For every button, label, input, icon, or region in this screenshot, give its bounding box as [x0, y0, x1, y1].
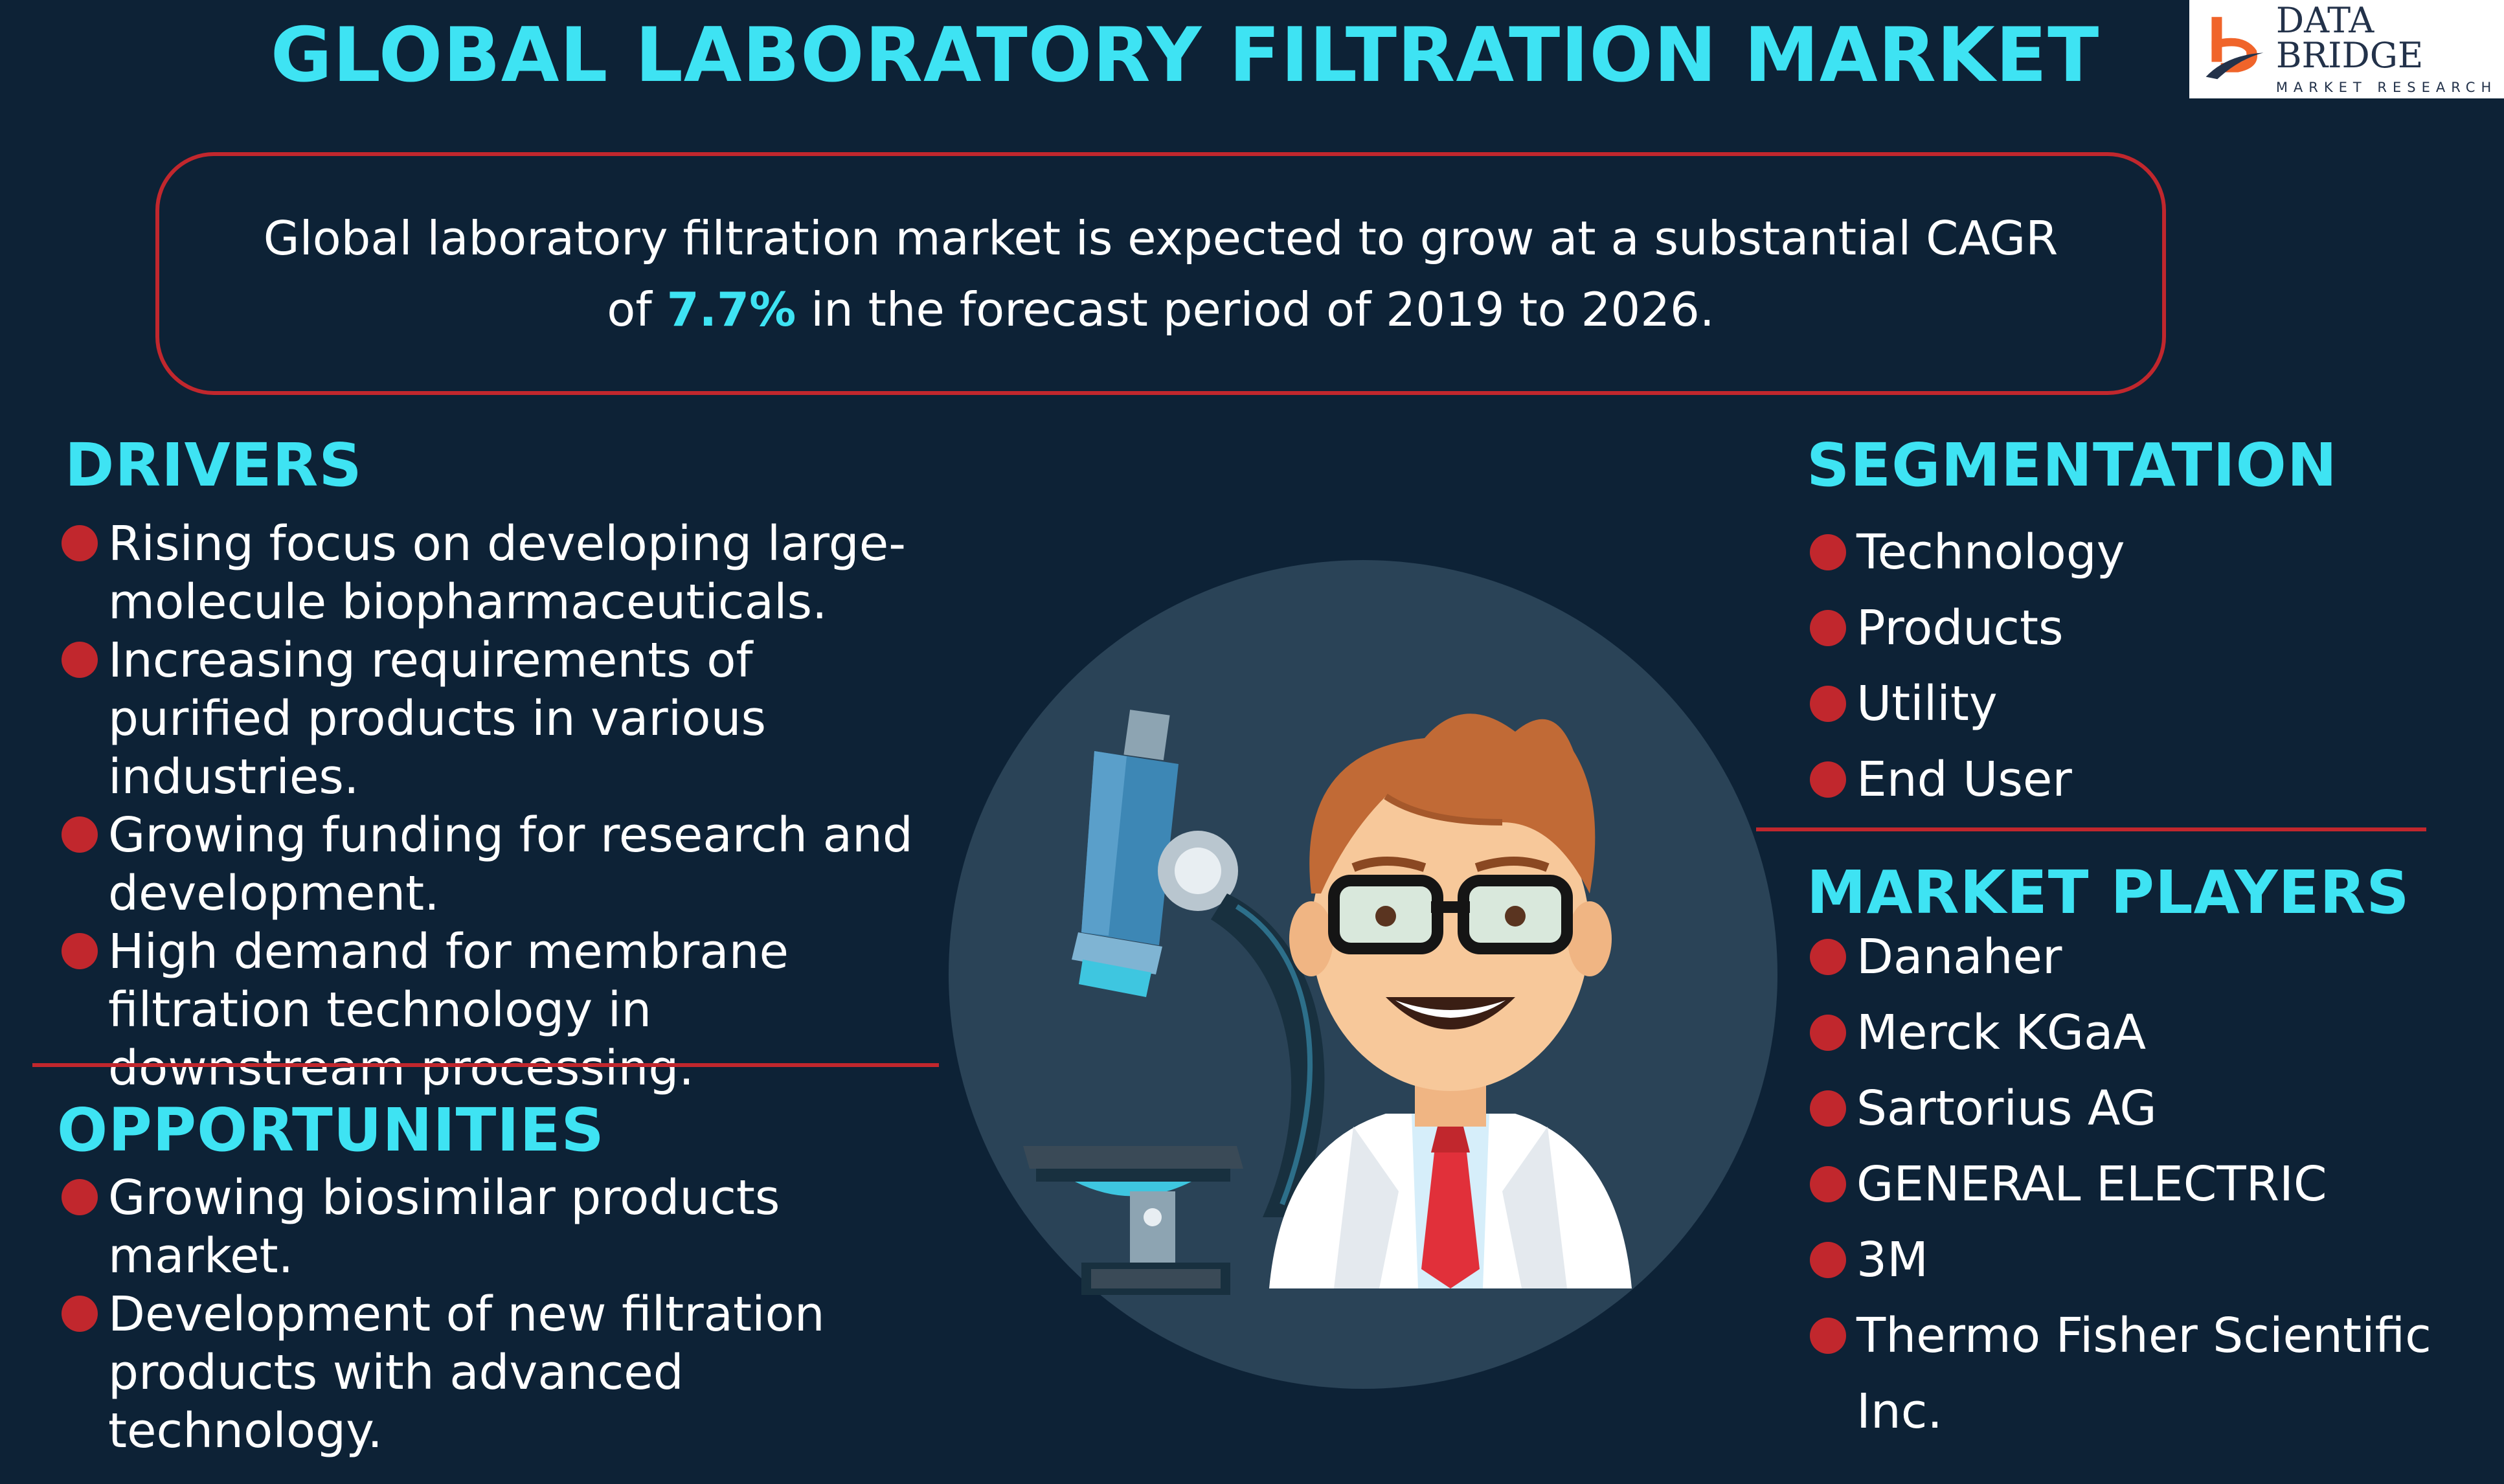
bullet-dot-icon — [62, 642, 98, 678]
logo-subtitle: MARKET RESEARCH — [2275, 80, 2498, 95]
opportunities-list: Growing biosimilar products market. Deve… — [62, 1169, 839, 1460]
opportunities-heading: OPPORTUNITIES — [57, 1096, 605, 1165]
player-text: GENERAL ELECTRIC — [1856, 1156, 2327, 1212]
driver-text: Increasing requirements of purified prod… — [108, 633, 767, 805]
list-item: Danaher — [1810, 919, 2457, 995]
microscope-icon — [1023, 710, 1325, 1295]
bullet-dot-icon — [62, 525, 98, 561]
logo-brand: DATA BRIDGE — [2275, 0, 2424, 76]
summary-line-1: Global laboratory filtration market is e… — [263, 210, 2058, 265]
left-divider — [32, 1063, 939, 1067]
bullet-dot-icon — [62, 816, 98, 853]
driver-text: Rising focus on developing large-molecul… — [108, 516, 906, 630]
page-title: GLOBAL LABORATORY FILTRATION MARKET — [270, 12, 2100, 99]
opportunity-text: Development of new filtration products w… — [108, 1287, 825, 1459]
bullet-dot-icon — [1810, 1090, 1846, 1127]
list-item: Thermo Fisher Scientific Inc. — [1810, 1298, 2457, 1450]
bullet-dot-icon — [1810, 1015, 1846, 1051]
segmentation-list: Technology Products Utility End User — [1810, 515, 2457, 818]
segment-text: Technology — [1856, 524, 2125, 580]
summary-box: Global laboratory filtration market is e… — [155, 152, 2166, 395]
scientist-icon — [1269, 714, 1632, 1288]
list-item: Products — [1810, 590, 2457, 666]
bullet-dot-icon — [1810, 1318, 1846, 1354]
data-bridge-logo-icon — [2205, 17, 2264, 80]
player-text: 3M — [1856, 1232, 1928, 1288]
driver-text: Growing funding for research and develop… — [108, 807, 913, 921]
bullet-dot-icon — [62, 1296, 98, 1332]
bullet-dot-icon — [62, 1179, 98, 1215]
drivers-list: Rising focus on developing large-molecul… — [62, 515, 942, 1097]
summary-line-2-post: in the forecast period of 2019 to 2026. — [796, 282, 1715, 337]
market-players-list: Danaher Merck KGaA Sartorius AG GENERAL … — [1810, 919, 2457, 1450]
bullet-dot-icon — [1810, 1242, 1846, 1278]
bullet-dot-icon — [62, 933, 98, 969]
bullet-dot-icon — [1810, 534, 1846, 570]
list-item: Rising focus on developing large-molecul… — [62, 515, 942, 631]
list-item: High demand for membrane filtration tech… — [62, 923, 942, 1097]
list-item: Increasing requirements of purified prod… — [62, 631, 942, 806]
right-divider — [1756, 827, 2426, 831]
list-item: Growing biosimilar products market. — [62, 1169, 839, 1285]
data-bridge-logo: DATA BRIDGE MARKET RESEARCH — [2189, 0, 2504, 98]
scientist-illustration — [949, 560, 1777, 1389]
player-text: Danaher — [1856, 929, 2062, 985]
list-item: Merck KGaA — [1810, 995, 2457, 1071]
list-item: Technology — [1810, 515, 2457, 590]
list-item: End User — [1810, 742, 2457, 818]
driver-text: High demand for membrane filtration tech… — [108, 924, 789, 1096]
segment-text: Utility — [1856, 676, 1998, 732]
summary-line-2: of 7.7% in the forecast period of 2019 t… — [607, 274, 1714, 345]
list-item: Growing funding for research and develop… — [62, 806, 942, 923]
bullet-dot-icon — [1810, 686, 1846, 722]
drivers-heading: DRIVERS — [65, 431, 363, 500]
bullet-dot-icon — [1810, 939, 1846, 975]
opportunity-text: Growing biosimilar products market. — [108, 1170, 780, 1284]
player-text: Sartorius AG — [1856, 1081, 2157, 1136]
bullet-dot-icon — [1810, 610, 1846, 646]
list-item: Utility — [1810, 666, 2457, 742]
bullet-dot-icon — [1810, 761, 1846, 798]
player-text: Merck KGaA — [1856, 1005, 2147, 1061]
player-text: Thermo Fisher Scientific Inc. — [1856, 1308, 2431, 1439]
list-item: Sartorius AG — [1810, 1071, 2457, 1147]
bullet-dot-icon — [1810, 1166, 1846, 1202]
summary-line-2-pre: of — [607, 282, 667, 337]
list-item: Development of new filtration products w… — [62, 1285, 839, 1460]
segment-text: Products — [1856, 600, 2064, 656]
market-players-heading: MARKET PLAYERS — [1807, 858, 2410, 927]
cagr-value: 7.7% — [666, 282, 796, 337]
segmentation-heading: SEGMENTATION — [1807, 431, 2338, 500]
list-item: GENERAL ELECTRIC — [1810, 1147, 2457, 1222]
list-item: 3M — [1810, 1222, 2457, 1298]
segment-text: End User — [1856, 752, 2072, 807]
